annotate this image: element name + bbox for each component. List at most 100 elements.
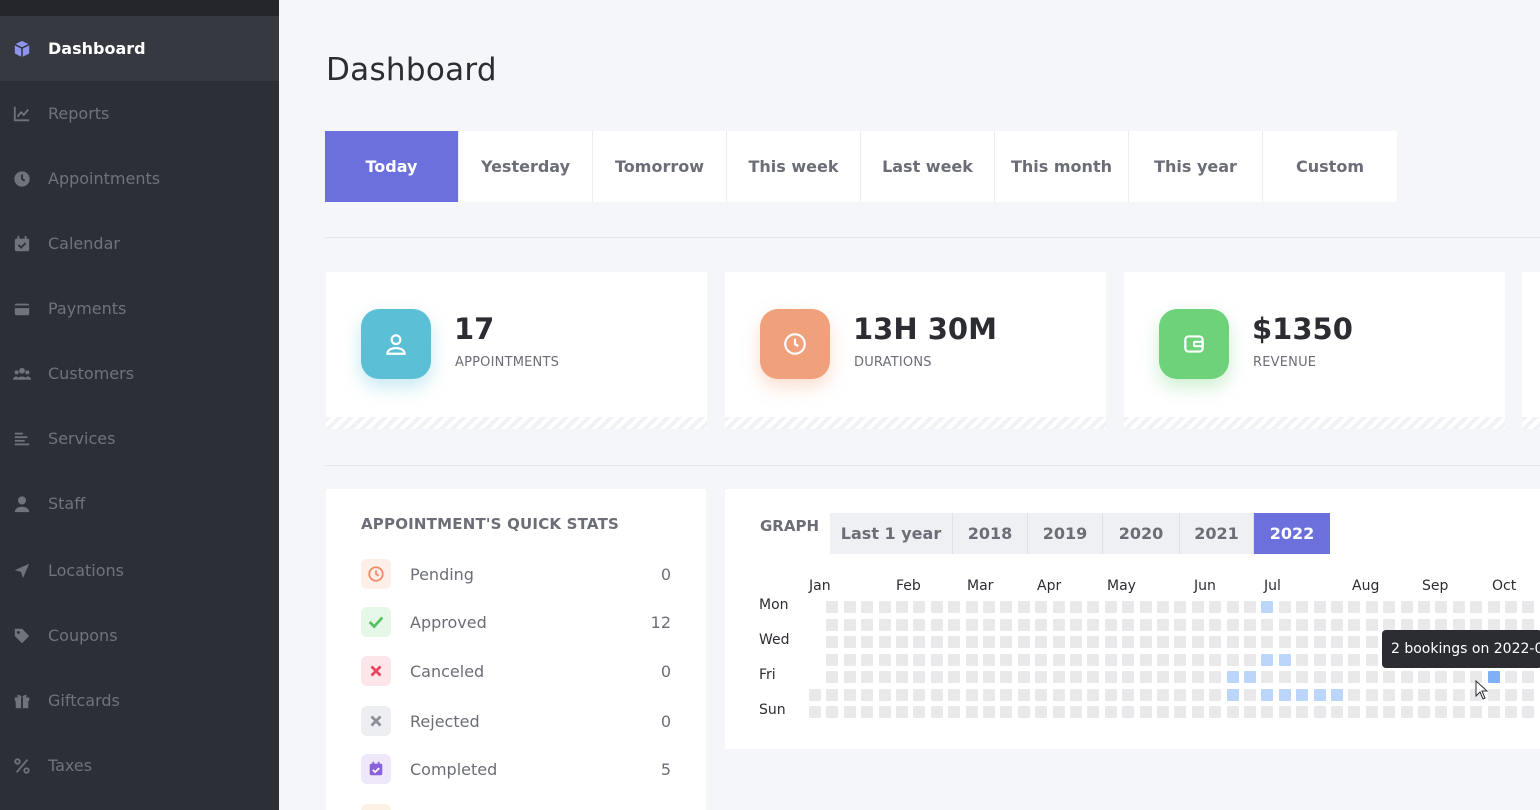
heatmap-cell[interactable] <box>1017 671 1030 683</box>
heatmap-cell[interactable] <box>896 618 908 631</box>
heatmap-cell[interactable] <box>1348 671 1361 683</box>
heatmap-cell[interactable] <box>1400 601 1413 613</box>
heatmap-cell[interactable] <box>1226 618 1239 631</box>
heatmap-cell[interactable] <box>1000 601 1013 613</box>
heatmap-cell[interactable] <box>1348 653 1361 666</box>
heatmap-cell[interactable] <box>1157 618 1169 631</box>
heatmap-cell[interactable] <box>843 618 856 631</box>
heatmap-cell[interactable] <box>843 671 856 683</box>
heatmap-cell[interactable] <box>948 688 961 701</box>
heatmap-cell[interactable] <box>983 601 995 613</box>
heatmap-cell[interactable] <box>1052 653 1065 666</box>
heatmap-cell[interactable] <box>1000 636 1013 648</box>
heatmap-cell[interactable] <box>965 601 978 613</box>
tab-custom[interactable]: Custom <box>1296 157 1364 176</box>
heatmap-cell[interactable] <box>878 601 891 613</box>
heatmap-cell[interactable] <box>1157 601 1169 613</box>
tab-this-year[interactable]: This year <box>1129 131 1263 202</box>
heatmap-cell[interactable] <box>1070 688 1082 701</box>
heatmap-cell[interactable] <box>1070 671 1082 683</box>
heatmap-cell[interactable] <box>1470 671 1483 683</box>
tab-yesterday[interactable]: Yesterday <box>459 131 593 202</box>
heatmap-cell[interactable] <box>878 706 891 718</box>
tab-2019[interactable]: 2019 <box>1028 513 1103 554</box>
heatmap-cell[interactable] <box>1191 601 1204 613</box>
heatmap-cell[interactable] <box>1209 706 1222 718</box>
heatmap-cell[interactable] <box>896 671 908 683</box>
heatmap-cell[interactable] <box>1331 601 1343 613</box>
heatmap-cell[interactable] <box>1313 618 1326 631</box>
heatmap-cell[interactable] <box>1226 688 1239 701</box>
heatmap-cell[interactable] <box>1191 653 1204 666</box>
heatmap-cell[interactable] <box>1122 706 1135 718</box>
heatmap-cell[interactable] <box>1418 706 1430 718</box>
tab-this-month[interactable]: This month <box>995 131 1129 202</box>
heatmap-cell[interactable] <box>1122 671 1135 683</box>
heatmap-cell[interactable] <box>1313 601 1326 613</box>
heatmap-cell[interactable] <box>1452 671 1465 683</box>
heatmap-cell[interactable] <box>1035 618 1048 631</box>
heatmap-cell[interactable] <box>1418 618 1430 631</box>
heatmap-cell[interactable] <box>1017 706 1030 718</box>
heatmap-cell[interactable] <box>1087 688 1100 701</box>
sidebar-item-calendar[interactable]: Calendar <box>0 211 279 276</box>
heatmap-cell[interactable] <box>1209 636 1222 648</box>
heatmap-cell[interactable] <box>1278 653 1291 666</box>
heatmap-cell[interactable] <box>1139 636 1152 648</box>
heatmap-cell[interactable] <box>1104 671 1117 683</box>
heatmap-cell[interactable] <box>1348 636 1361 648</box>
heatmap-cell[interactable] <box>1261 688 1274 701</box>
heatmap-cell[interactable] <box>826 706 839 718</box>
heatmap-cell[interactable] <box>1487 688 1500 701</box>
heatmap-cell[interactable] <box>1052 688 1065 701</box>
heatmap-cell[interactable] <box>1278 636 1291 648</box>
heatmap-cell[interactable] <box>1070 618 1082 631</box>
heatmap-cell[interactable] <box>1296 688 1309 701</box>
heatmap-cell[interactable] <box>896 636 908 648</box>
heatmap-cell[interactable] <box>1296 706 1309 718</box>
heatmap-cell[interactable] <box>948 671 961 683</box>
heatmap-cell[interactable] <box>1522 618 1535 631</box>
tab-last-week[interactable]: Last week <box>861 131 995 202</box>
heatmap-cell[interactable] <box>1365 618 1378 631</box>
heatmap-cell[interactable] <box>1226 671 1239 683</box>
heatmap-cell[interactable] <box>1104 706 1117 718</box>
heatmap-cell[interactable] <box>1139 671 1152 683</box>
heatmap-cell[interactable] <box>965 636 978 648</box>
heatmap-cell[interactable] <box>1017 688 1030 701</box>
heatmap-cell[interactable] <box>1331 636 1343 648</box>
heatmap-cell[interactable] <box>1452 601 1465 613</box>
heatmap-cell[interactable] <box>1261 653 1274 666</box>
heatmap-cell[interactable] <box>1383 601 1396 613</box>
heatmap-cell[interactable] <box>1191 618 1204 631</box>
heatmap-cell[interactable] <box>1261 706 1274 718</box>
heatmap-cell[interactable] <box>1226 601 1239 613</box>
heatmap-cell[interactable] <box>1191 706 1204 718</box>
heatmap-cell[interactable] <box>1278 618 1291 631</box>
heatmap-cell[interactable] <box>1278 706 1291 718</box>
heatmap-cell[interactable] <box>983 671 995 683</box>
heatmap-cell[interactable] <box>965 618 978 631</box>
tab-2021[interactable]: 2021 <box>1180 513 1254 554</box>
heatmap-cell[interactable] <box>1348 618 1361 631</box>
heatmap-cell[interactable] <box>1070 601 1082 613</box>
heatmap-cell[interactable] <box>1174 601 1187 613</box>
heatmap-cell[interactable] <box>1139 706 1152 718</box>
heatmap-cell[interactable] <box>1400 671 1413 683</box>
heatmap-cell[interactable] <box>1505 688 1517 701</box>
heatmap-cell[interactable] <box>1157 706 1169 718</box>
heatmap-cell[interactable] <box>1418 671 1430 683</box>
heatmap-cell[interactable] <box>1209 653 1222 666</box>
heatmap-cell[interactable] <box>1157 636 1169 648</box>
tab-last-1-year[interactable]: Last 1 year <box>830 513 953 554</box>
heatmap-cell[interactable] <box>1470 618 1483 631</box>
heatmap-cell[interactable] <box>861 636 874 648</box>
heatmap-cell[interactable] <box>930 601 943 613</box>
tab-tomorrow[interactable]: Tomorrow <box>593 131 727 202</box>
sidebar-item-services[interactable]: Services <box>0 406 279 471</box>
heatmap-cell[interactable] <box>1157 653 1169 666</box>
sidebar-item-locations[interactable]: Locations <box>0 538 279 603</box>
heatmap-cell[interactable] <box>1070 706 1082 718</box>
heatmap-cell[interactable] <box>1505 618 1517 631</box>
heatmap-cell[interactable] <box>930 636 943 648</box>
